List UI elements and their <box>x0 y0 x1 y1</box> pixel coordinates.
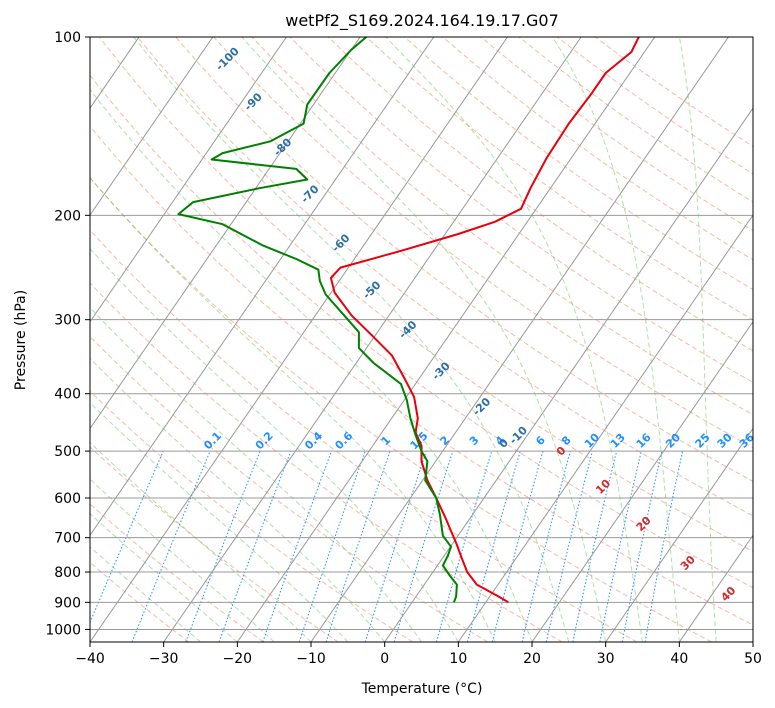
isotherm-grid <box>90 37 753 642</box>
isotherm-line <box>90 37 435 537</box>
temperature-profile-line <box>329 37 640 604</box>
dry-adiabat-line <box>90 446 339 642</box>
mixing-ratio-line <box>298 450 366 642</box>
mixing-ratio-line <box>262 450 332 642</box>
x-tick-label: 50 <box>744 651 762 667</box>
x-tick-label: 40 <box>670 651 688 667</box>
moist-adiabat-line <box>385 37 643 642</box>
x-tick-label: −10 <box>296 651 326 667</box>
profile-series <box>177 37 640 604</box>
x-tick-label: 10 <box>449 651 467 667</box>
mixing-ratio-line <box>435 450 493 642</box>
isotherm-line <box>236 37 656 642</box>
x-tick-label: 20 <box>523 651 541 667</box>
moist-adiabat-line <box>133 37 570 642</box>
moist-adiabat-line <box>552 37 680 642</box>
dry-adiabat-line <box>90 335 488 642</box>
mixing-ratio-line <box>572 450 618 642</box>
dewpoint-profile-line <box>177 37 458 603</box>
y-tick-label: 300 <box>54 313 81 329</box>
moist-adiabats <box>90 37 717 642</box>
mixing-ratio-lines <box>90 450 684 642</box>
y-tick-label: 100 <box>54 30 81 46</box>
isotherm-line <box>90 37 508 642</box>
dry-adiabat-line <box>90 282 563 642</box>
dry-adiabat-line <box>90 125 753 626</box>
y-tick-label: 200 <box>54 208 81 224</box>
isotherm-line <box>90 37 361 430</box>
mixing-ratio-line <box>364 450 427 642</box>
x-axis-ticks: −40 −30 −20 −10 0 10 20 30 40 50 <box>75 642 762 667</box>
mixing-ratio-line <box>621 450 663 642</box>
mixing-ratio-line <box>131 450 211 642</box>
moist-adiabat-line <box>90 478 275 642</box>
moist-adiabat-line <box>90 401 349 642</box>
y-tick-label: 900 <box>54 595 81 611</box>
dry-adiabat-line <box>137 37 753 517</box>
isotherm-line <box>310 37 729 642</box>
isotherm-line <box>163 37 582 642</box>
moist-adiabat-line <box>90 88 533 642</box>
x-tick-label: 30 <box>597 651 615 667</box>
moist-adiabat-line <box>90 307 422 642</box>
moist-adiabat-line <box>90 441 312 642</box>
y-tick-label: 800 <box>54 565 81 581</box>
isobar-grid <box>90 37 753 630</box>
isotherm-line <box>531 320 753 642</box>
mixing-ratio-line <box>467 450 521 642</box>
dry-adiabat-line <box>90 561 190 642</box>
y-axis-title: Pressure (hPa) <box>13 290 29 390</box>
chart-title: wetPf2_S169.2024.164.19.17.G07 <box>285 11 559 31</box>
mixing-ratio-line <box>185 450 261 642</box>
x-tick-label: 0 <box>380 651 389 667</box>
y-tick-label: 600 <box>54 491 81 507</box>
moist-adiabat-line <box>90 357 386 642</box>
dry-adiabat-line <box>404 37 753 291</box>
isotherm-line <box>90 37 287 323</box>
isotherm-line <box>90 37 214 216</box>
x-tick-label: −40 <box>75 651 105 667</box>
dry-adiabat-line <box>366 37 753 321</box>
y-tick-label: 500 <box>54 444 81 460</box>
mixing-ratio-line <box>325 450 391 642</box>
dry-adiabat-line <box>90 177 712 642</box>
moist-adiabat-line <box>90 247 459 642</box>
mixing-ratio-line <box>599 450 642 642</box>
mixing-ratio-line <box>545 450 593 642</box>
y-tick-label: 1000 <box>45 622 81 638</box>
isotherm-line <box>678 534 753 642</box>
isotherm-line <box>605 427 753 642</box>
x-axis-title: Temperature (°C) <box>361 681 483 697</box>
y-tick-label: 400 <box>54 387 81 403</box>
dry-adiabat-line <box>213 37 753 449</box>
moist-adiabat-line <box>241 37 607 642</box>
dry-adiabats <box>90 37 753 642</box>
isotherm-line <box>457 214 753 642</box>
y-tick-label: 700 <box>54 531 81 547</box>
dry-adiabat-line <box>251 37 753 416</box>
y-axis-ticks: 1000 900 800 700 600 500 400 300 200 100 <box>45 30 90 638</box>
dry-adiabat-line <box>90 229 638 642</box>
x-tick-label: −20 <box>223 651 253 667</box>
mixing-ratio-line <box>218 450 292 642</box>
moist-adiabat-line <box>678 37 717 642</box>
plot-frame <box>89 36 754 643</box>
x-tick-label: −30 <box>149 651 179 667</box>
mixing-ratio-line <box>90 450 164 624</box>
